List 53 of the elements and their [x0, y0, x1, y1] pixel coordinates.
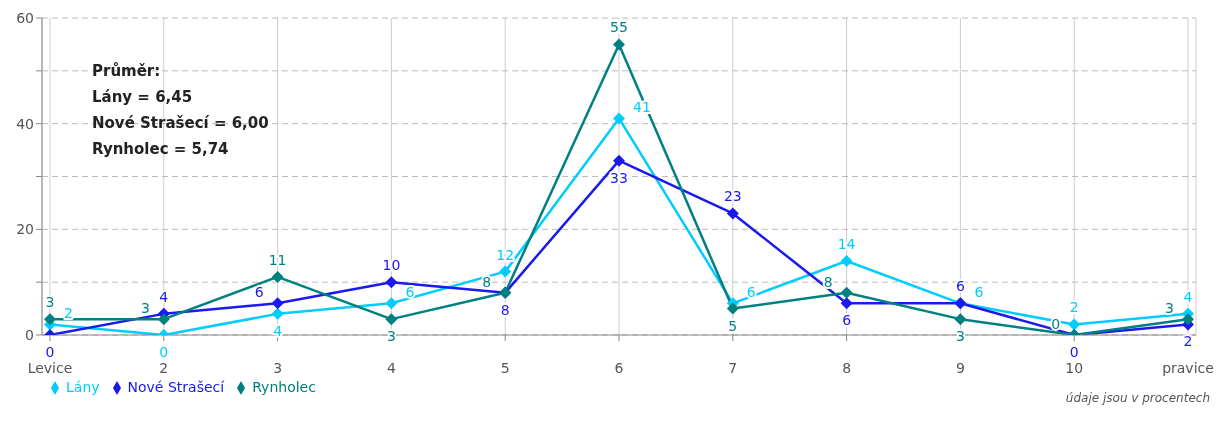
y-tick-label: 0 — [25, 326, 34, 343]
annotation: Průměr: — [92, 61, 162, 82]
data-label: 3 — [45, 294, 55, 311]
data-label: 6 — [842, 312, 852, 329]
x-tick-label: 10 — [1065, 359, 1084, 376]
data-label: 8 — [482, 273, 492, 290]
x-tick-label: 6 — [614, 359, 624, 376]
data-label: 6 — [974, 284, 984, 301]
data-label: 3 — [386, 328, 396, 345]
legend-label: Rynholec — [252, 379, 316, 395]
data-label: 14 — [837, 236, 856, 253]
data-label: 0 — [45, 344, 55, 360]
data-label: 10 — [382, 257, 401, 274]
x-tick-label: pravice — [1162, 359, 1214, 376]
data-label: 6 — [254, 284, 264, 301]
y-tick-label: 40 — [16, 115, 34, 132]
data-label: 3 — [140, 300, 150, 317]
x-tick-label: Levice — [27, 359, 73, 376]
data-label: 55 — [610, 19, 628, 36]
data-label: 2 — [1069, 299, 1079, 316]
data-label: 4 — [273, 322, 283, 339]
data-label: 8 — [500, 301, 510, 318]
x-tick-label: 3 — [273, 359, 283, 376]
data-label: 12 — [496, 246, 515, 263]
x-tick-label: 5 — [500, 359, 510, 376]
data-label: 4 — [159, 288, 169, 305]
data-label: 11 — [268, 251, 287, 268]
data-label: 8 — [823, 273, 833, 290]
annotation: Nové Strašecí = 6,00 — [92, 113, 269, 134]
data-label: 6 — [405, 284, 415, 301]
data-label: 2 — [1183, 333, 1193, 350]
text: údaje jsou v procentech — [1065, 391, 1210, 405]
data-label: 33 — [610, 169, 628, 186]
x-tick-label: 4 — [386, 359, 396, 376]
x-tick-label: 2 — [159, 359, 169, 376]
x-tick-label: 9 — [955, 359, 965, 376]
data-label: 0 — [159, 344, 169, 360]
data-label: 4 — [1183, 288, 1193, 305]
data-label: 3 — [955, 328, 965, 345]
y-tick-label: 60 — [16, 9, 34, 26]
data-label: 23 — [723, 188, 742, 205]
data-label: 2 — [64, 305, 73, 322]
annotation: Lány = 6,45 — [92, 87, 194, 108]
legend-label: Lány — [66, 379, 100, 395]
data-label: 5 — [728, 317, 738, 334]
x-tick-label: 7 — [728, 359, 738, 376]
legend-label: Nové Strašecí — [127, 379, 225, 395]
data-label: 0 — [1069, 344, 1079, 360]
data-label: 3 — [1165, 300, 1174, 317]
data-label: 6 — [955, 278, 965, 295]
y-tick-label: 20 — [16, 221, 34, 238]
x-tick-label: 8 — [842, 359, 852, 376]
annotation: Rynholec = 5,74 — [92, 139, 230, 160]
